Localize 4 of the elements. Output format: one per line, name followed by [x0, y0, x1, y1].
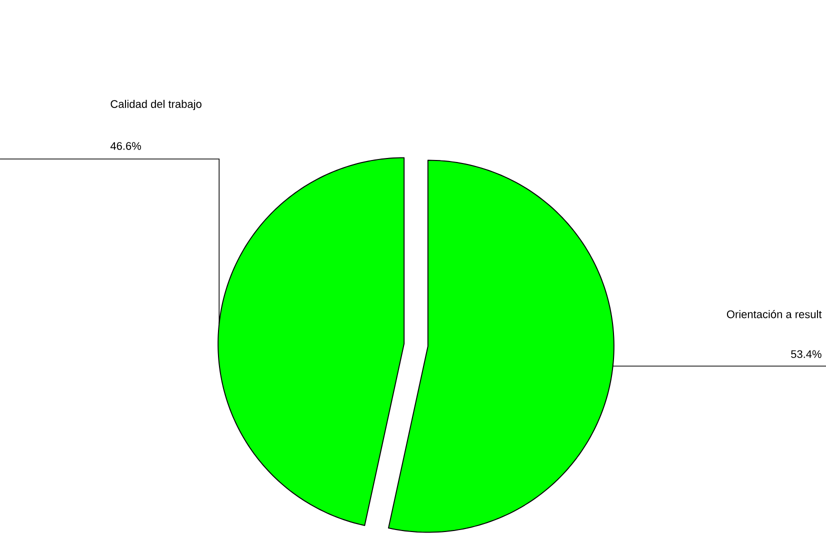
data-label: 53.4%: [791, 350, 822, 358]
data-label: 46.6%: [110, 142, 141, 150]
slice-label: Orientación a result: [726, 310, 822, 318]
slice-label: Calidad del trabajo: [110, 100, 202, 110]
